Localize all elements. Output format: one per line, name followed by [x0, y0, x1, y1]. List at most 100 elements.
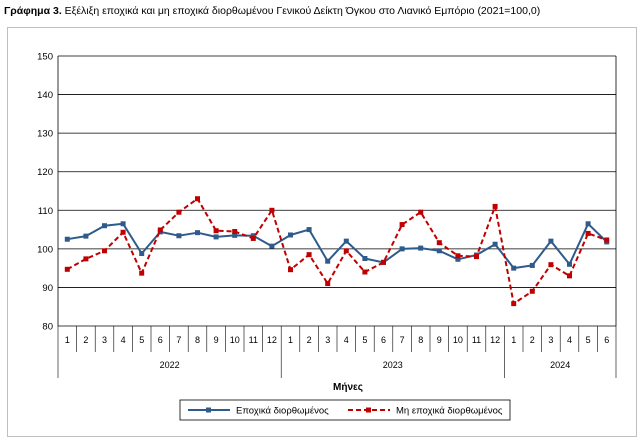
grid-layer: [58, 55, 616, 327]
year-label: 2024: [550, 360, 570, 370]
data-point-seasonal: [567, 261, 572, 267]
x-tick-label: 4: [121, 335, 126, 345]
chart-caption: Γράφημα 3. Εξέλιξη εποχικά και μη εποχικ…: [4, 5, 540, 17]
x-tick-label: 4: [567, 335, 572, 345]
data-point-seasonal: [455, 256, 461, 262]
x-tick-label: 9: [214, 335, 219, 345]
x-tick-label: 12: [267, 335, 277, 345]
data-point-seasonal: [195, 230, 200, 236]
data-point-non-seasonal: [511, 301, 517, 307]
x-tick-label: 3: [102, 335, 107, 345]
data-point-non-seasonal: [492, 203, 498, 209]
data-point-non-seasonal: [64, 266, 70, 272]
data-point-seasonal: [83, 233, 89, 239]
x-tick-label: 10: [230, 335, 240, 345]
data-point-non-seasonal: [102, 248, 107, 254]
data-point-seasonal: [176, 233, 182, 239]
data-point-non-seasonal: [139, 270, 145, 276]
y-tick-label: 100: [37, 244, 53, 255]
data-point-non-seasonal: [269, 207, 275, 213]
x-tick-label: 1: [511, 335, 516, 345]
legend-box: [179, 399, 511, 421]
x-tick-label: 2: [530, 335, 535, 345]
x-tick-label: 8: [195, 335, 200, 345]
x-tick-label: 7: [400, 335, 405, 345]
data-point-seasonal: [511, 265, 517, 271]
data-point-non-seasonal: [176, 209, 182, 215]
x-tick-label: 7: [176, 335, 181, 345]
x-tick-label: 3: [548, 335, 553, 345]
x-tick-label: 4: [344, 335, 349, 345]
legend-label-non-seasonal: Μη εποχικά διορθωμένος: [396, 406, 503, 417]
data-point-seasonal: [102, 223, 107, 229]
data-point-non-seasonal: [83, 256, 89, 262]
x-tick-label: 9: [437, 335, 442, 345]
data-point-seasonal: [325, 258, 331, 264]
data-point-seasonal: [139, 250, 145, 256]
data-point-seasonal: [436, 248, 442, 254]
data-point-seasonal: [120, 221, 126, 227]
data-point-seasonal: [288, 232, 293, 238]
caption-text: Εξέλιξη εποχικά και μη εποχικά διορθωμέν…: [64, 5, 541, 17]
data-point-non-seasonal: [250, 235, 256, 241]
x-tick-label: 11: [249, 335, 258, 345]
series-layer: [64, 196, 610, 307]
legend: Εποχικά διορθωμένος Μη εποχικά διορθωμέν…: [179, 399, 511, 421]
series-line-non-seasonal: [66, 197, 608, 305]
data-point-non-seasonal: [585, 230, 591, 236]
legend-label-seasonal: Εποχικά διορθωμένος: [236, 406, 329, 417]
data-point-non-seasonal: [306, 252, 312, 258]
x-tick-label: 3: [325, 335, 330, 345]
x-axis-title: Μήνες: [333, 382, 363, 393]
data-point-seasonal: [362, 256, 368, 261]
y-tick-label: 80: [42, 322, 53, 333]
data-point-seasonal: [232, 232, 238, 238]
data-point-non-seasonal: [325, 281, 331, 287]
x-tick-label: 12: [490, 335, 500, 345]
data-point-seasonal: [548, 238, 554, 244]
data-point-seasonal: [529, 262, 535, 268]
data-point-seasonal: [492, 241, 498, 247]
data-point-non-seasonal: [604, 237, 610, 243]
y-tick-label: 130: [37, 129, 53, 140]
data-point-seasonal: [418, 245, 424, 251]
x-tick-label: 6: [604, 335, 609, 345]
data-point-seasonal: [585, 221, 591, 227]
x-tick-label: 6: [381, 335, 386, 345]
data-point-seasonal: [399, 246, 405, 252]
x-tick-label: 1: [65, 335, 70, 345]
data-point-non-seasonal: [567, 273, 572, 279]
data-point-seasonal: [213, 234, 219, 240]
series-line-seasonal: [67, 222, 608, 270]
data-point-non-seasonal: [455, 253, 461, 259]
data-point-non-seasonal: [436, 240, 442, 246]
x-tick-label: 8: [418, 335, 423, 345]
year-label: 2022: [160, 360, 180, 370]
x-tick-label: 2: [83, 335, 88, 345]
caption-label: Γράφημα 3.: [4, 5, 62, 17]
data-point-non-seasonal: [213, 228, 219, 234]
data-point-non-seasonal: [120, 229, 126, 235]
data-point-non-seasonal: [362, 269, 368, 275]
y-tick-label: 110: [38, 206, 53, 217]
x-tick-label: 6: [158, 335, 163, 345]
data-point-non-seasonal: [548, 262, 554, 268]
x-tick-label: 10: [453, 335, 463, 345]
x-tick-label: 5: [139, 335, 144, 345]
data-point-non-seasonal: [418, 209, 424, 215]
data-point-seasonal: [250, 233, 256, 239]
data-point-non-seasonal: [529, 288, 535, 294]
y-tick-label: 90: [42, 283, 53, 294]
data-point-non-seasonal: [195, 196, 200, 202]
data-point-non-seasonal: [474, 254, 479, 260]
y-tick-label: 140: [37, 90, 53, 101]
x-tick-label: 2: [307, 335, 312, 345]
data-point-non-seasonal: [232, 229, 238, 234]
legend-marker-seasonal: [206, 407, 211, 413]
data-point-non-seasonal: [381, 259, 386, 265]
x-tick-label: 11: [472, 335, 481, 345]
x-tick-label: 5: [362, 335, 367, 345]
legend-marker-non-seasonal: [366, 407, 371, 413]
